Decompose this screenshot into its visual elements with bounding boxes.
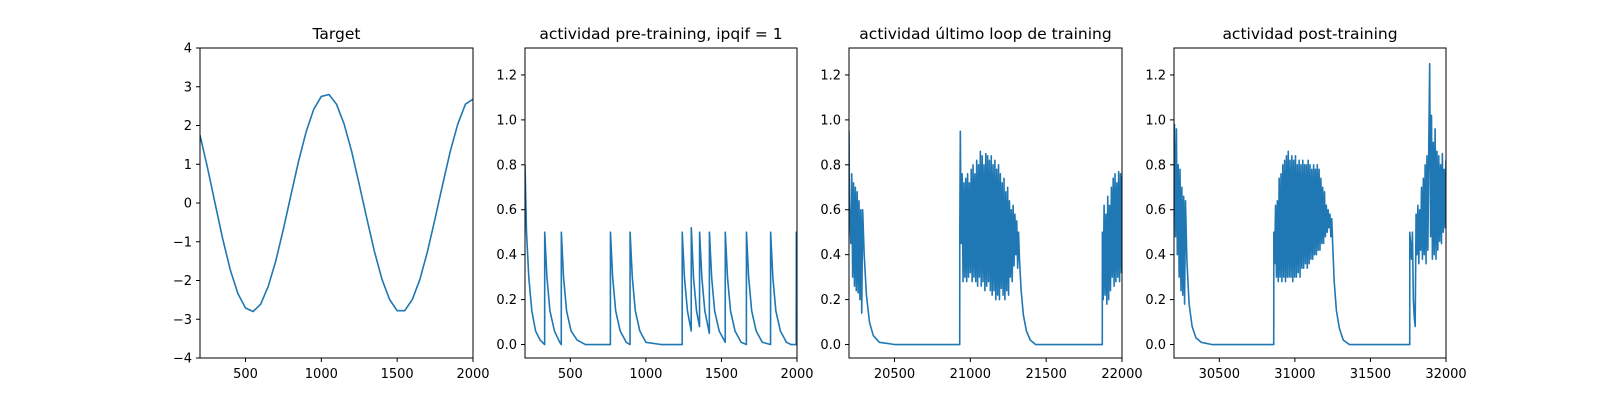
- y-tick-label: 2: [184, 119, 192, 134]
- x-tick-label: 500: [233, 367, 258, 382]
- subplot-3: 20500 21000 21500 22000 0.0 0.2 0.4 0.6 0.8 1.0 1.…: [820, 25, 1142, 382]
- x-tick-label: 32000: [1425, 367, 1466, 382]
- series-line-activity: [525, 164, 797, 346]
- y-tick-label: 0.0: [496, 338, 517, 353]
- x-tick-label: 1500: [705, 367, 738, 382]
- y-tick-label: 0.8: [496, 158, 517, 173]
- x-tick-label: 2000: [780, 367, 813, 382]
- y-tick-label: 1.0: [820, 113, 841, 128]
- x-tick-label: 31500: [1350, 367, 1391, 382]
- y-tick-label: 0.6: [820, 203, 841, 218]
- y-tick-label: −3: [173, 313, 192, 328]
- y-tick-label: 3: [184, 80, 192, 95]
- chart-title: Target: [312, 25, 361, 43]
- y-tick-label: −2: [173, 274, 192, 289]
- x-tick-label: 21500: [1025, 367, 1066, 382]
- x-tick-label: 22000: [1101, 367, 1142, 382]
- chart-title: actividad pre-training, ipqif = 1: [539, 25, 782, 43]
- axes-frame: [199, 47, 474, 359]
- x-tick-label: 500: [558, 367, 583, 382]
- axes-frame: [1173, 47, 1447, 359]
- y-tick-label: 0.6: [496, 203, 517, 218]
- x-tick-label: 20500: [874, 367, 915, 382]
- x-tick-label: 2000: [456, 367, 489, 382]
- x-tick-label: 21000: [950, 367, 991, 382]
- y-tick-label: 4: [184, 42, 192, 57]
- y-tick-label: 0.0: [820, 338, 841, 353]
- y-tick-label: 0.2: [496, 293, 517, 308]
- subplot-2: 500 1000 1500 2000 0.0 0.2 0.4 0.6 0.8 1.0 1.2 acti…: [496, 25, 813, 382]
- y-tick-label: 0: [184, 197, 192, 212]
- series-line-target: [200, 93, 473, 313]
- y-tick-label: 0.4: [1145, 248, 1166, 263]
- y-tick-label: 1.0: [1145, 113, 1166, 128]
- y-tick-label: 0.2: [1145, 293, 1166, 308]
- y-tick-label: 0.8: [1145, 158, 1166, 173]
- y-tick-label: 1.0: [496, 113, 517, 128]
- y-tick-label: 1.2: [496, 68, 517, 83]
- x-tick-label: 30500: [1199, 367, 1240, 382]
- chart-title: actividad post-training: [1222, 25, 1397, 43]
- y-tick-label: 1.2: [820, 68, 841, 83]
- y-tick-label: 0.0: [1145, 338, 1166, 353]
- y-tick-label: 0.8: [820, 158, 841, 173]
- y-tick-label: 1: [184, 158, 192, 173]
- y-tick-label: 0.4: [496, 248, 517, 263]
- x-tick-label: 1500: [381, 367, 414, 382]
- y-tick-label: 0.2: [820, 293, 841, 308]
- y-tick-label: 0.4: [820, 248, 841, 263]
- subplot-1: 500 1000 1500 2000 −4 −3 −2 −1 0 1 2 3 4 Target: [173, 25, 490, 382]
- series-line-activity: [849, 130, 1122, 346]
- series-line-activity: [1174, 62, 1446, 346]
- axes-frame: [848, 47, 1123, 359]
- x-tick-label: 31000: [1274, 367, 1315, 382]
- x-tick-label: 1000: [629, 367, 662, 382]
- subplot-4: 30500 31000 31500 32000 0.0 0.2 0.4 0.6 0.8 1.0 1.…: [1145, 25, 1466, 382]
- y-tick-label: 0.6: [1145, 203, 1166, 218]
- y-tick-label: −4: [173, 352, 192, 367]
- y-tick-label: 1.2: [1145, 68, 1166, 83]
- axes-frame: [524, 47, 798, 359]
- y-tick-label: −1: [173, 235, 192, 250]
- x-tick-label: 1000: [305, 367, 338, 382]
- chart-title: actividad último loop de training: [859, 25, 1111, 43]
